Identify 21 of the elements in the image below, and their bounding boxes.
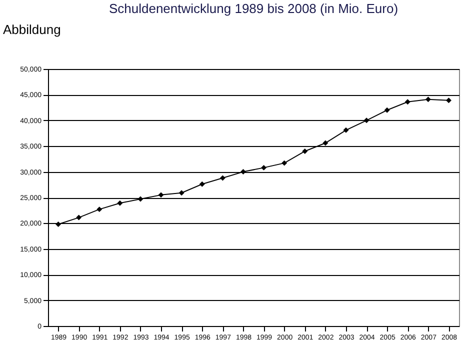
point bbox=[282, 160, 288, 166]
point bbox=[364, 118, 370, 124]
point bbox=[178, 190, 184, 196]
point bbox=[117, 200, 123, 206]
point bbox=[302, 148, 308, 154]
point bbox=[404, 99, 410, 105]
text: Abbildung bbox=[3, 22, 61, 37]
point bbox=[384, 107, 390, 113]
point bbox=[220, 175, 226, 181]
point bbox=[322, 140, 328, 146]
chart-title: Schuldenentwicklung 1989 bis 2008 (in Mio. Euro) bbox=[108, 1, 398, 16]
point bbox=[343, 127, 349, 133]
point bbox=[425, 96, 431, 102]
point bbox=[261, 164, 267, 170]
point bbox=[76, 214, 82, 220]
point bbox=[446, 98, 452, 104]
point bbox=[240, 169, 246, 175]
point bbox=[158, 192, 164, 198]
point bbox=[199, 181, 205, 187]
point bbox=[96, 206, 102, 212]
point bbox=[56, 221, 62, 227]
